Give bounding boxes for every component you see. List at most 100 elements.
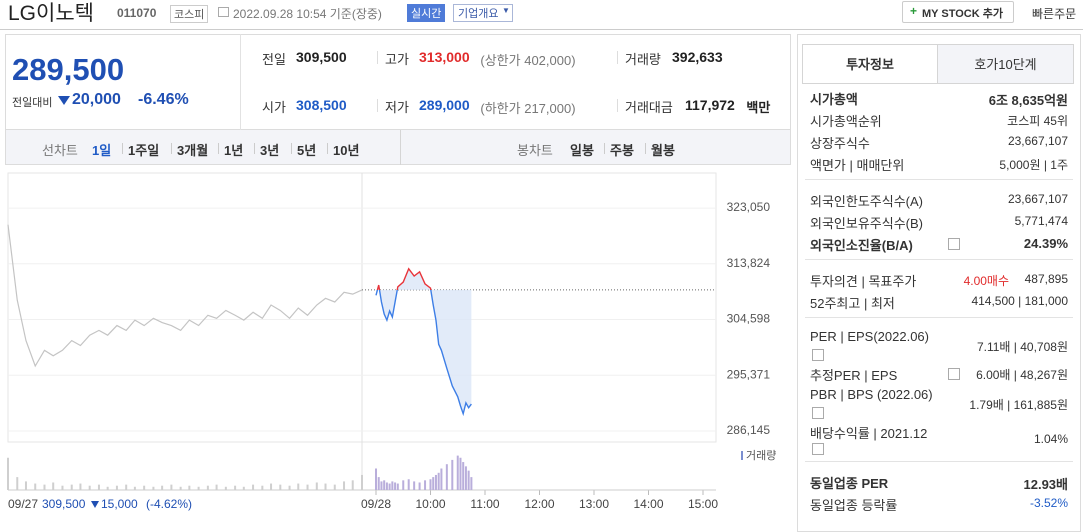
tab-separator [171,143,172,154]
tab-separator [327,143,328,154]
tab-divider [400,130,401,165]
volume-bar [133,486,136,490]
panel-tab[interactable]: 호가10단계 [938,44,1074,84]
volume-bar [7,457,9,490]
volume-bar [445,464,448,490]
volume-bar [170,484,173,490]
y-tick-label: 313,824 [727,256,771,270]
info-value: 6.00배 | 48,267원 [976,368,1068,382]
volume-bar [413,481,416,490]
volume-bar [462,462,465,490]
stat-label: 저가 [385,100,409,115]
period-tab[interactable]: 3개월 [177,143,209,158]
period-tab[interactable]: 월봉 [651,143,675,158]
volume-bar [188,485,191,490]
info-label: 시가총액 [810,92,858,107]
stat-label: 거래량 [625,52,661,67]
help-icon [947,368,960,380]
volume-bar [79,483,82,490]
info-label: 외국인소진율(B/A) [810,238,913,253]
footer-triangle [91,501,99,508]
volume-bar [252,484,255,490]
help-icon [812,443,824,455]
stat-separator [617,51,618,64]
info-value: 5,771,474 [1014,214,1068,228]
price-change-pct: -6.46% [138,91,189,108]
x-tick-label: 15:00 [688,497,718,511]
volume-bar [34,483,37,490]
price-change: 20,000 [72,91,121,108]
volume-bar [388,483,391,490]
volume-bar [402,480,405,490]
group-separator [805,461,1073,462]
info-label: 시가총액순위 [810,114,882,129]
stat-unit: 백만 [746,100,771,115]
period-tab[interactable]: 1일 [92,143,112,158]
info-value: 414,500 | 181,000 [971,294,1068,308]
volume-bar [467,470,470,490]
panel-tab[interactable]: 투자정보 [802,44,938,84]
volume-bar [418,482,421,490]
x-tick-label: 13:00 [579,497,609,511]
x-tick-label: 10:00 [415,497,445,511]
info-value: 1.04% [1033,432,1068,446]
volume-bar [351,480,354,490]
volume-bar [470,477,473,490]
volume-bar [106,486,109,490]
period-tab[interactable]: 10년 [333,143,360,158]
x-tick-label: 14:00 [633,497,663,511]
volume-bar [125,484,128,490]
volume-bar [464,466,467,490]
period-tab[interactable]: 5년 [297,143,317,158]
quote-box [5,34,791,130]
volume-bar [440,468,443,490]
tab-separator [645,143,646,154]
footer-change: 15,000 [101,497,138,511]
volume-bar [451,459,454,490]
period-tab[interactable]: 1주일 [128,143,160,158]
today-area [376,268,472,414]
realtime-badge[interactable]: 실시간 [407,4,446,22]
down-triangle [58,96,70,105]
info-value: 23,667,107 [1007,134,1068,148]
volume-bar [234,485,237,490]
volume-bar [115,485,118,490]
volume-bar [16,477,19,490]
period-tab[interactable]: 주봉 [610,143,634,158]
quick-order[interactable]: 빠른주문 [1032,7,1077,21]
info-value: 24.39% [1023,236,1068,251]
volume-bar [361,474,363,490]
plus-icon: + [910,4,918,18]
stat-value: 392,633 [672,49,723,65]
footer-change-pct: (-4.62%) [146,497,192,511]
stock-name: LG이노텍 [8,2,94,25]
info-label: 투자의견 | 목표주가 [810,274,917,289]
volume-bar [297,483,300,490]
period-tab[interactable]: 3년 [260,143,280,158]
stat-label: 거래대금 [625,100,673,115]
volume-bar [383,480,386,490]
volume-bar [242,486,245,490]
volume-bar [179,486,182,490]
group-separator [805,317,1073,318]
info-value: 코스피 45위 [1007,114,1068,128]
my-stock-button[interactable] [902,1,1014,23]
company-info-button[interactable]: 기업개요 [453,4,514,22]
volume-legend: 거래량 [746,449,776,462]
x-tick-label: 09/28 [361,497,391,511]
tab-separator [254,143,255,154]
stat-value: 289,000 [419,97,470,113]
stat-note: (하한가 217,000) [480,101,576,116]
group-separator [805,259,1073,260]
period-tab[interactable]: 일봉 [570,143,594,158]
volume-bar [143,485,146,490]
volume-bar [434,474,437,490]
y-tick-label: 304,598 [727,312,771,326]
y-tick-label: 295,371 [727,367,771,381]
period-tab[interactable]: 1년 [224,143,244,158]
volume-bar [375,468,377,490]
stat-value: 308,500 [296,97,347,113]
info-value: 23,667,107 [1007,192,1068,206]
help-icon [812,407,824,419]
